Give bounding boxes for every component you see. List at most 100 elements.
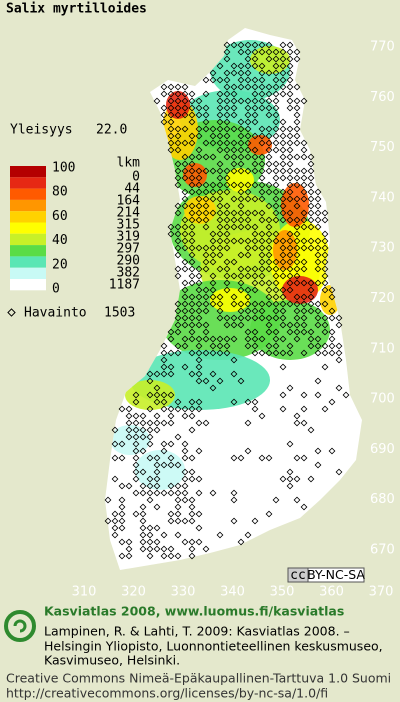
observation-marker: [272, 286, 280, 294]
observation-marker: [321, 321, 329, 329]
observation-marker: [230, 335, 238, 343]
observation-marker: [279, 160, 287, 168]
observation-marker: [230, 454, 238, 462]
observation-marker: [272, 216, 280, 224]
observation-marker: [223, 265, 231, 273]
observation-marker: [104, 517, 112, 525]
observation-marker: [146, 482, 154, 490]
observation-marker: [230, 293, 238, 301]
observation-marker: [181, 111, 189, 119]
observation-marker: [202, 300, 210, 308]
observation-marker: [286, 160, 294, 168]
observation-marker: [272, 104, 280, 112]
observation-marker: [335, 314, 343, 322]
observation-marker: [265, 125, 273, 133]
observation-marker: [286, 237, 294, 245]
observation-marker: [244, 111, 252, 119]
observation-marker: [265, 41, 273, 49]
observation-marker: [237, 160, 245, 168]
observation-marker: [118, 454, 126, 462]
observation-marker: [167, 90, 175, 98]
observation-marker: [286, 97, 294, 105]
observation-marker: [265, 55, 273, 63]
observation-marker: [209, 286, 217, 294]
observation-marker: [181, 202, 189, 210]
observation-marker: [314, 223, 322, 231]
observation-marker: [293, 475, 301, 483]
observation-marker: [125, 552, 133, 560]
observation-marker: [300, 181, 308, 189]
observation-marker: [244, 265, 252, 273]
observation-marker: [307, 293, 315, 301]
observation-marker: [321, 349, 329, 357]
observation-marker: [125, 405, 133, 413]
observation-marker: [335, 321, 343, 329]
observation-marker: [195, 125, 203, 133]
observation-marker: [237, 454, 245, 462]
observation-marker: [279, 293, 287, 301]
observation-marker: [153, 503, 161, 511]
observation-marker: [237, 237, 245, 245]
observation-marker: [286, 384, 294, 392]
observation-marker: [300, 300, 308, 308]
observation-marker: [265, 181, 273, 189]
observation-marker: [328, 286, 336, 294]
observation-marker: [202, 139, 210, 147]
observation-marker: [167, 146, 175, 154]
observation-marker: [160, 90, 168, 98]
observation-marker: [167, 461, 175, 469]
observation-marker: [160, 118, 168, 126]
observation-marker: [167, 517, 175, 525]
observation-marker: [174, 167, 182, 175]
observation-marker: [307, 342, 315, 350]
observation-marker: [223, 321, 231, 329]
observation-marker: [237, 181, 245, 189]
observation-marker: [188, 230, 196, 238]
observation-marker: [209, 209, 217, 217]
observation-marker: [272, 167, 280, 175]
observation-marker: [265, 132, 273, 140]
observation-marker: [286, 475, 294, 483]
observation-marker: [279, 265, 287, 273]
observation-marker: [160, 363, 168, 371]
legend-count: 214: [117, 206, 141, 221]
observation-marker: [181, 160, 189, 168]
observation-marker: [181, 153, 189, 161]
observation-marker: [216, 377, 224, 385]
observation-marker: [146, 545, 154, 553]
observation-marker: [216, 300, 224, 308]
observation-marker: [265, 300, 273, 308]
observation-marker: [167, 454, 175, 462]
observation-marker: [111, 524, 119, 532]
observation-marker: [286, 279, 294, 287]
observation-marker: [265, 146, 273, 154]
observation-marker: [279, 153, 287, 161]
observation-marker: [265, 328, 273, 336]
observation-marker: [258, 216, 266, 224]
observation-marker: [139, 531, 147, 539]
observation-marker: [188, 307, 196, 315]
observation-marker: [251, 517, 259, 525]
observation-marker: [321, 314, 329, 322]
observation-marker: [181, 405, 189, 413]
observation-marker: [314, 314, 322, 322]
observation-marker: [244, 41, 252, 49]
observation-marker: [223, 132, 231, 140]
observation-marker: [300, 139, 308, 147]
observation-marker: [286, 83, 294, 91]
observation-marker: [300, 146, 308, 154]
observation-marker: [223, 125, 231, 133]
observation-marker: [146, 496, 154, 504]
observation-marker: [188, 111, 196, 119]
observation-marker: [244, 314, 252, 322]
observation-marker: [125, 482, 133, 490]
observation-marker: [125, 545, 133, 553]
observation-marker: [146, 524, 154, 532]
observation-marker: [258, 335, 266, 343]
legend-scale-label: 20: [52, 257, 68, 272]
observation-marker: [272, 279, 280, 287]
observation-marker: [111, 475, 119, 483]
observation-marker: [167, 335, 175, 343]
observation-marker: [160, 342, 168, 350]
observation-marker: [230, 167, 238, 175]
